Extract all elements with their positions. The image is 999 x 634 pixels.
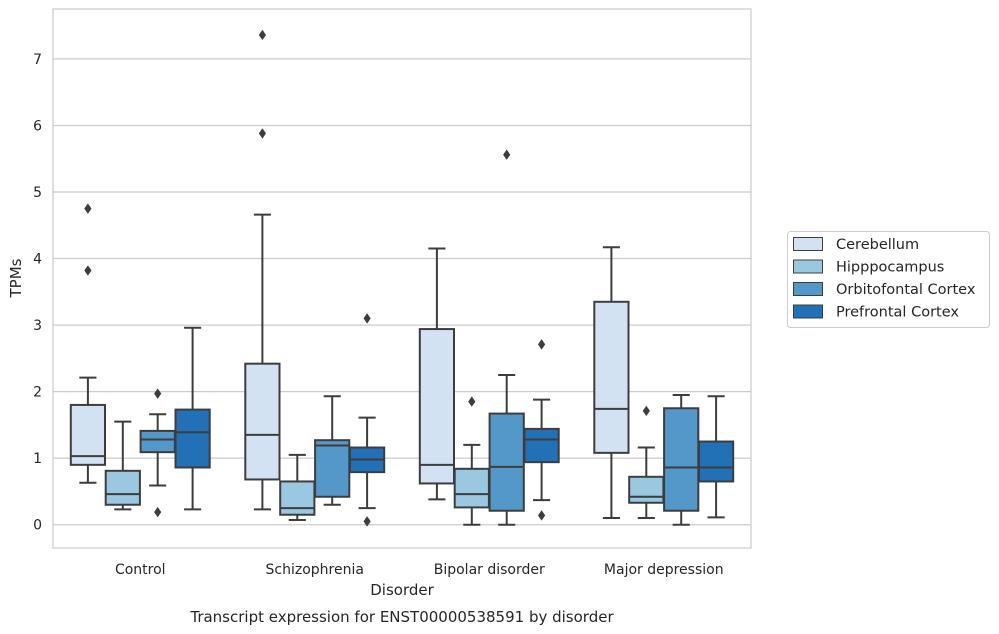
outlier-point bbox=[538, 339, 546, 350]
legend-frame bbox=[787, 231, 990, 328]
series-prefrontal-cortex bbox=[174, 313, 735, 527]
outlier-point bbox=[154, 388, 162, 399]
y-axis-title: TPMs bbox=[7, 258, 25, 298]
x-axis-ticks: Control Schizophrenia Bipolar disorder Majo… bbox=[115, 562, 724, 578]
outlier-point bbox=[363, 313, 371, 324]
x-tick-label: Schizophrenia bbox=[266, 562, 364, 578]
legend: Cerebellum Hipppocampus Orbitofontal Corte… bbox=[787, 231, 990, 328]
box-major-depression bbox=[593, 246, 630, 520]
box-iqr bbox=[488, 412, 525, 512]
y-tick-label: 4 bbox=[33, 252, 42, 268]
box-iqr bbox=[279, 480, 316, 516]
outlier-point bbox=[538, 510, 546, 521]
legend-label: Prefrontal Cortex bbox=[836, 305, 959, 321]
outlier-point bbox=[84, 265, 92, 276]
legend-label: Cerebellum bbox=[836, 237, 919, 253]
box-iqr bbox=[244, 362, 281, 481]
legend-swatch bbox=[793, 304, 823, 319]
box-control bbox=[69, 203, 107, 484]
box-iqr bbox=[69, 403, 107, 466]
legend-label: Hipppocampus bbox=[836, 260, 944, 276]
grid-lines bbox=[53, 58, 751, 526]
outlier-point bbox=[363, 516, 371, 527]
box-iqr bbox=[628, 475, 665, 504]
y-tick-label: 1 bbox=[33, 451, 42, 467]
outlier-point bbox=[468, 396, 476, 407]
legend-swatch bbox=[793, 237, 823, 251]
box-iqr bbox=[663, 407, 700, 512]
outlier-point bbox=[154, 506, 162, 518]
box-schizophrenia bbox=[348, 313, 386, 527]
legend-swatch bbox=[793, 282, 823, 296]
box-series-group bbox=[69, 29, 735, 527]
y-tick-label: 2 bbox=[33, 385, 42, 401]
x-axis-title: Disorder bbox=[370, 581, 434, 599]
box-schizophrenia bbox=[244, 29, 281, 511]
box-bipolar-disorder bbox=[453, 396, 490, 526]
series-hipppocampus bbox=[104, 396, 665, 526]
chart-caption: Transcript expression for ENST0000053859… bbox=[189, 608, 614, 626]
box-control bbox=[104, 420, 141, 511]
y-tick-label: 0 bbox=[33, 518, 42, 534]
y-tick-label: 3 bbox=[33, 318, 42, 334]
box-major-depression bbox=[697, 395, 735, 519]
box-iqr bbox=[453, 467, 490, 509]
outlier-point bbox=[258, 128, 266, 139]
y-axis-ticks: 0 1 2 3 4 5 6 7 bbox=[33, 52, 42, 534]
y-tick-label: 5 bbox=[33, 185, 42, 201]
box-bipolar-disorder bbox=[523, 339, 560, 521]
outlier-point bbox=[84, 203, 92, 214]
box-schizophrenia bbox=[279, 453, 316, 522]
x-tick-label: Major depression bbox=[604, 562, 724, 578]
x-tick-label: Control bbox=[115, 562, 166, 578]
outlier-point bbox=[503, 149, 511, 160]
box-iqr bbox=[139, 429, 176, 454]
box-major-depression bbox=[663, 393, 700, 526]
outlier-point bbox=[258, 29, 266, 41]
y-tick-label: 7 bbox=[33, 52, 42, 68]
box-iqr bbox=[418, 328, 456, 485]
box-iqr bbox=[523, 427, 560, 464]
series-cerebellum bbox=[69, 29, 630, 520]
legend-label: Orbitofontal Cortex bbox=[836, 282, 976, 298]
x-tick-label: Bipolar disorder bbox=[434, 562, 545, 578]
box-control bbox=[174, 326, 211, 511]
outlier-point bbox=[642, 405, 650, 417]
box-bipolar-disorder bbox=[418, 247, 456, 501]
box-iqr bbox=[174, 408, 211, 469]
plot-frame bbox=[52, 8, 752, 549]
box-iqr bbox=[314, 439, 351, 498]
box-iqr bbox=[697, 440, 735, 483]
y-tick-label: 6 bbox=[33, 118, 42, 134]
box-schizophrenia bbox=[314, 395, 351, 506]
box-iqr bbox=[104, 469, 141, 506]
box-iqr bbox=[593, 300, 630, 454]
legend-swatch bbox=[793, 259, 823, 274]
